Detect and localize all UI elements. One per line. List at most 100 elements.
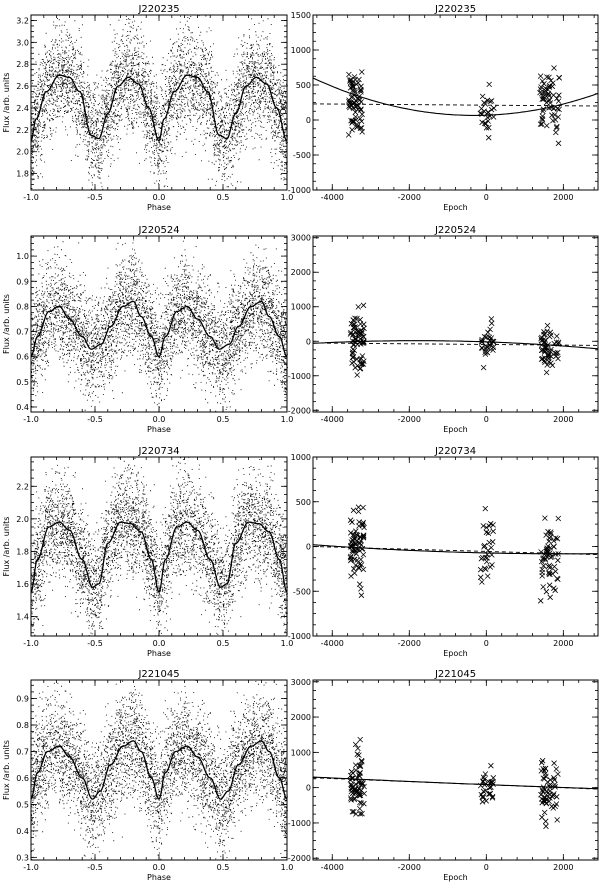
oc-point bbox=[356, 519, 362, 525]
oc-point bbox=[551, 543, 557, 550]
oc-point bbox=[543, 823, 549, 830]
oc-point bbox=[351, 795, 358, 801]
oc-point bbox=[555, 140, 562, 147]
oc-point bbox=[358, 106, 364, 112]
oc-point bbox=[554, 95, 560, 102]
oc-point bbox=[354, 557, 360, 563]
x-tick-label: 0 bbox=[484, 415, 489, 424]
oc-point bbox=[357, 366, 363, 372]
oc-point bbox=[555, 557, 561, 564]
oc-point bbox=[477, 574, 484, 581]
oc-point bbox=[556, 92, 562, 98]
oc-point bbox=[348, 553, 354, 560]
oc-point bbox=[360, 780, 366, 787]
oc-panel-1: -4000 -2000 0 2000 -1000 -500 0 500 1000 1500 J220… bbox=[279, 4, 599, 212]
flux-points bbox=[31, 15, 288, 191]
oc-point bbox=[478, 338, 485, 344]
oc-point bbox=[547, 777, 554, 783]
y-tick-label: -500 bbox=[293, 151, 311, 160]
oc-point bbox=[491, 105, 497, 111]
oc-point bbox=[544, 122, 550, 129]
plot-frame bbox=[30, 456, 288, 637]
oc-point bbox=[548, 346, 554, 353]
panel-title: J220734 bbox=[434, 446, 476, 457]
y-tick-label: 2000 bbox=[291, 268, 311, 277]
y-tick-label: 0.5 bbox=[16, 800, 29, 809]
mean-lightcurve bbox=[30, 521, 288, 594]
oc-point bbox=[352, 89, 358, 95]
oc-point bbox=[551, 777, 558, 783]
oc-point bbox=[538, 768, 545, 774]
oc-point bbox=[482, 101, 489, 107]
panel-title: J220235 bbox=[434, 4, 476, 15]
oc-point bbox=[350, 507, 357, 514]
x-tick-label: -1.0 bbox=[23, 639, 39, 648]
x-tick-label: 0.5 bbox=[217, 415, 230, 424]
oc-point bbox=[542, 557, 549, 563]
y-axis-label: Flux /arb. units bbox=[2, 73, 11, 133]
y-tick-label: 2.4 bbox=[16, 104, 29, 113]
oc-point bbox=[489, 795, 496, 801]
y-tick-label: -2000 bbox=[288, 406, 311, 415]
oc-point bbox=[554, 535, 561, 542]
mean-lightcurve bbox=[30, 740, 288, 800]
oc-point bbox=[359, 111, 365, 118]
oc-point bbox=[544, 362, 550, 368]
oc-point bbox=[349, 360, 355, 366]
oc-point bbox=[485, 109, 492, 116]
quadratic-fit bbox=[312, 544, 598, 555]
oc-point bbox=[542, 85, 549, 92]
oc-point bbox=[357, 799, 363, 806]
oc-point bbox=[539, 90, 545, 97]
oc-point bbox=[354, 751, 361, 757]
oc-point bbox=[547, 564, 553, 571]
oc-point bbox=[551, 775, 557, 781]
oc-point bbox=[543, 99, 550, 106]
y-tick-label: 0.6 bbox=[16, 353, 29, 362]
oc-panel-3: -4000 -2000 0 2000 -2000 -1000 0 1000 2000 3000 J2… bbox=[279, 225, 599, 434]
oc-point bbox=[545, 543, 551, 549]
oc-point bbox=[481, 565, 488, 572]
oc-point bbox=[488, 98, 495, 104]
x-tick-label: 0.0 bbox=[153, 193, 166, 202]
oc-point bbox=[354, 532, 361, 539]
y-tick-label: 1000 bbox=[291, 46, 311, 55]
oc-point bbox=[555, 576, 561, 582]
oc-point bbox=[353, 528, 359, 534]
oc-point bbox=[487, 520, 494, 527]
oc-point bbox=[545, 90, 552, 97]
oc-point bbox=[359, 353, 366, 359]
oc-point bbox=[542, 765, 549, 772]
oc-point bbox=[349, 809, 356, 815]
oc-point bbox=[539, 117, 546, 123]
oc-point bbox=[539, 115, 545, 122]
y-tick-label: 3.0 bbox=[16, 38, 29, 47]
oc-point bbox=[355, 787, 361, 794]
y-tick-label: 0.6 bbox=[16, 774, 29, 783]
oc-point bbox=[359, 810, 365, 817]
x-axis-label: Epoch bbox=[443, 203, 468, 212]
oc-point bbox=[549, 553, 555, 560]
oc-point bbox=[357, 540, 363, 547]
oc-point bbox=[555, 349, 561, 356]
oc-point bbox=[356, 785, 362, 792]
oc-point bbox=[350, 346, 356, 353]
y-tick-label: -2000 bbox=[288, 854, 311, 863]
oc-point bbox=[358, 118, 365, 125]
oc-point bbox=[541, 96, 547, 102]
oc-point bbox=[485, 329, 491, 336]
oc-point bbox=[537, 73, 544, 79]
oc-point bbox=[551, 760, 557, 766]
y-tick-label: 2.6 bbox=[16, 82, 29, 91]
oc-point bbox=[346, 97, 352, 103]
y-tick-label: 0 bbox=[306, 337, 311, 346]
quadratic-fit bbox=[312, 340, 599, 350]
oc-point bbox=[548, 360, 554, 366]
oc-point bbox=[350, 105, 357, 112]
oc-point bbox=[352, 741, 359, 748]
y-tick-label: -1000 bbox=[288, 632, 311, 641]
x-axis-label: Phase bbox=[147, 649, 171, 658]
x-tick-label: -0.5 bbox=[87, 415, 103, 424]
oc-point bbox=[489, 539, 496, 545]
y-axis-label: Flux /arb. units bbox=[2, 740, 11, 800]
